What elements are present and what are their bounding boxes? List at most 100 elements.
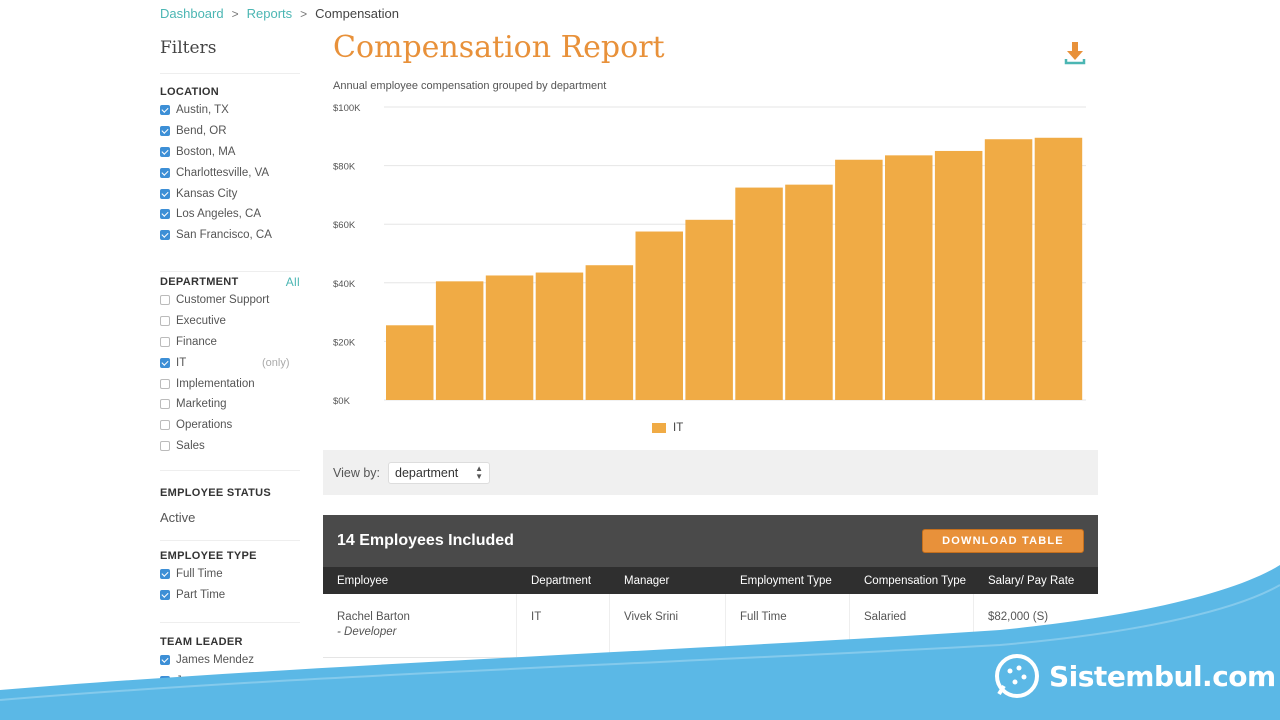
legend-swatch	[652, 423, 666, 433]
department-checkbox[interactable]	[160, 336, 170, 347]
chart-bar[interactable]	[785, 184, 833, 400]
department-checkbox[interactable]	[160, 295, 170, 306]
department-checkbox[interactable]	[160, 316, 170, 327]
team-leader-option[interactable]: Melissa Abode	[160, 692, 300, 713]
table-cell: $82,000 (S)	[988, 611, 1049, 623]
department-option-label: Marketing	[176, 398, 227, 411]
table-cell: Full Time	[726, 658, 850, 720]
department-option[interactable]: Operations	[160, 415, 300, 436]
department-checkbox[interactable]	[160, 357, 170, 368]
divider	[160, 271, 300, 272]
chart-bar[interactable]	[685, 219, 733, 400]
location-checkbox[interactable]	[160, 230, 170, 241]
team-leader-checkbox[interactable]	[160, 676, 170, 687]
only-link[interactable]: (only)	[262, 356, 290, 369]
employee-type-option[interactable]: Full Time	[160, 564, 300, 585]
location-option-label: Austin, TX	[176, 104, 229, 117]
compensation-chart: $0K $20K $40K $60K $80K $100K	[328, 96, 1098, 446]
location-checkbox[interactable]	[160, 105, 170, 116]
breadcrumb-reports-link[interactable]: Reports	[246, 6, 293, 21]
chart-bar[interactable]	[885, 155, 933, 400]
column-header[interactable]: Salary/ Pay Rate	[988, 574, 1075, 587]
employee-type-option-label: Part Time	[176, 589, 226, 602]
location-filter: LOCATION Austin, TX Bend, OR Boston, MA Cha…	[160, 84, 300, 246]
department-option[interactable]: Finance	[160, 332, 300, 353]
location-checkbox[interactable]	[160, 209, 170, 220]
table-cell: Vivek Srini	[610, 594, 726, 657]
table-row[interactable]: Rachel Barton - Developer IT Vivek Srini Ful…	[323, 594, 1098, 658]
employee-type-checkbox[interactable]	[160, 569, 170, 580]
chart-bar[interactable]	[386, 325, 434, 400]
chart-bar[interactable]	[934, 150, 983, 400]
chart-bar[interactable]	[435, 281, 484, 400]
employee-status-label: EMPLOYEE STATUS	[160, 487, 272, 499]
location-option[interactable]: Kansas City	[160, 183, 300, 204]
column-header[interactable]: Compensation Type	[864, 574, 967, 587]
chart-bar[interactable]	[535, 272, 584, 400]
location-option[interactable]: Austin, TX	[160, 100, 300, 121]
team-leader-option[interactable]: James Mendez	[160, 650, 300, 671]
location-checkbox[interactable]	[160, 188, 170, 199]
watermark-text: Sistembul.com	[1049, 659, 1276, 693]
department-option[interactable]: Implementation	[160, 373, 300, 394]
location-checkbox[interactable]	[160, 146, 170, 157]
department-option[interactable]: Executive	[160, 311, 300, 332]
download-table-button[interactable]: DOWNLOAD TABLE	[922, 529, 1084, 553]
department-option[interactable]: Customer Support	[160, 290, 300, 311]
department-option[interactable]: Marketing	[160, 394, 300, 415]
view-by-select[interactable]: department ▲ ▼	[388, 461, 491, 484]
watermark-brand: Sistembul.com	[993, 652, 1276, 700]
column-header[interactable]: Manager	[624, 574, 670, 587]
department-option-label: Implementation	[176, 377, 255, 390]
column-header[interactable]: Employee	[337, 574, 389, 587]
location-option[interactable]: Boston, MA	[160, 142, 300, 163]
employee-status-heading: EMPLOYEE STATUS	[160, 485, 300, 501]
location-checkbox[interactable]	[160, 167, 170, 178]
department-heading: DEPARTMENT All	[160, 274, 300, 290]
location-option-label: Boston, MA	[176, 145, 236, 158]
location-checkbox[interactable]	[160, 126, 170, 137]
department-option[interactable]: Sales	[160, 436, 300, 457]
table-cell: Full Time	[726, 594, 850, 657]
location-option[interactable]: Bend, OR	[160, 121, 300, 142]
y-tick-label: $80K	[333, 162, 356, 173]
filters-title: Filters	[160, 38, 300, 74]
department-checkbox[interactable]	[160, 378, 170, 389]
employee-type-option-label: Full Time	[176, 568, 223, 581]
chart-bar[interactable]	[485, 275, 534, 400]
employee-type-filter: EMPLOYEE TYPE Full Time Part Time	[160, 548, 300, 606]
chart-bar[interactable]	[1034, 137, 1083, 400]
chart-bar[interactable]	[984, 139, 1033, 401]
chart-bar[interactable]	[635, 231, 684, 400]
divider	[160, 470, 300, 471]
employee-status-value[interactable]: Active	[160, 510, 196, 525]
column-header[interactable]: Employment Type	[740, 574, 832, 587]
department-all-link[interactable]: All	[285, 275, 300, 289]
location-option[interactable]: Charlottesville, VA	[160, 162, 300, 183]
employee-type-checkbox[interactable]	[160, 590, 170, 601]
department-checkbox[interactable]	[160, 420, 170, 431]
team-leader-option-label: Jenny Maldonado	[176, 675, 267, 688]
chart-bar[interactable]	[835, 159, 883, 400]
divider	[160, 540, 300, 541]
team-leader-checkbox[interactable]	[160, 696, 170, 707]
department-checkbox[interactable]	[160, 440, 170, 451]
download-icon[interactable]	[1063, 40, 1087, 66]
view-by-selected: department	[395, 465, 459, 480]
brand-logo-icon	[995, 654, 1039, 698]
employee-type-option[interactable]: Part Time	[160, 585, 300, 606]
column-header[interactable]: Department	[531, 574, 592, 587]
chart-bar[interactable]	[735, 187, 783, 400]
table-header-bar: 14 Employees Included DOWNLOAD TABLE	[323, 515, 1098, 567]
department-option-label: IT	[176, 356, 187, 369]
location-option[interactable]: Los Angeles, CA	[160, 204, 300, 225]
team-leader-checkbox[interactable]	[160, 655, 170, 666]
team-leader-option[interactable]: Jenny Maldonado	[160, 671, 300, 692]
table-row[interactable]: Rachel Bratton - Senior Developer IT Vivek …	[323, 658, 1098, 720]
department-checkbox[interactable]	[160, 399, 170, 410]
location-option-label: San Francisco, CA	[176, 229, 272, 242]
chart-bar[interactable]	[585, 265, 634, 400]
department-option[interactable]: IT (only)	[160, 352, 300, 373]
location-option[interactable]: San Francisco, CA	[160, 225, 300, 246]
breadcrumb-dashboard-link[interactable]: Dashboard	[160, 6, 224, 21]
